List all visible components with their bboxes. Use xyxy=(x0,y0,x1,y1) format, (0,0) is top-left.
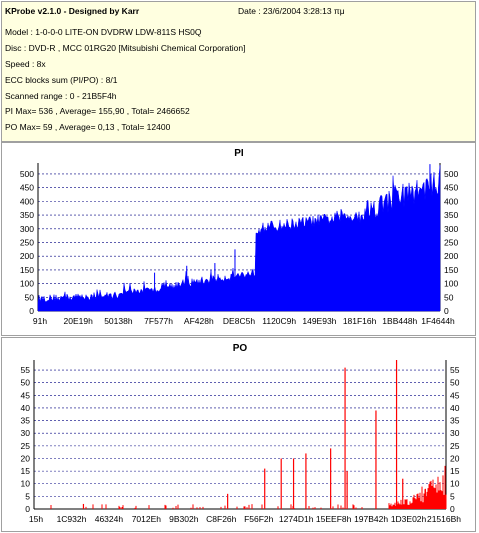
y-tick-label-right: 35 xyxy=(450,416,460,426)
y-tick-label-left: 20 xyxy=(21,453,31,463)
x-tick-label: 7012Eh xyxy=(132,514,162,524)
y-tick-label-right: 250 xyxy=(444,237,458,247)
ecc-line: ECC blocks sum (PI/PO) : 8/1 xyxy=(5,75,118,85)
y-tick-label-right: 25 xyxy=(450,441,460,451)
info-panel: KProbe v2.1.0 - Designed by Karr Date : … xyxy=(1,1,476,142)
y-tick-label-left: 0 xyxy=(29,306,34,316)
y-tick-label-left: 100 xyxy=(20,279,34,289)
x-tick-label: 1F4644h xyxy=(421,316,455,326)
y-tick-label-right: 50 xyxy=(444,292,454,302)
y-tick-label-left: 55 xyxy=(21,365,31,375)
y-tick-label-left: 25 xyxy=(21,441,31,451)
y-tick-label-right: 150 xyxy=(444,265,458,275)
y-tick-label-left: 10 xyxy=(21,479,31,489)
range-line: Scanned range : 0 - 21B5F4h xyxy=(5,91,117,101)
disc-line: Disc : DVD-R , MCC 01RG20 [Mitsubishi Ch… xyxy=(5,43,246,53)
pi-stats-line: PI Max= 536 , Average= 155,90 , Total= 2… xyxy=(5,106,190,116)
x-tick-label: 15h xyxy=(29,514,43,524)
x-tick-label: 1C932h xyxy=(57,514,87,524)
y-tick-label-left: 250 xyxy=(20,237,34,247)
y-tick-label-left: 50 xyxy=(21,378,31,388)
y-tick-label-right: 300 xyxy=(444,224,458,234)
y-tick-label-left: 150 xyxy=(20,265,34,275)
y-tick-label-left: 5 xyxy=(25,491,30,501)
x-tick-label: AF428h xyxy=(184,316,214,326)
pi-chart-title: PI xyxy=(234,148,244,159)
x-tick-label: 91h xyxy=(33,316,47,326)
y-tick-label-right: 30 xyxy=(450,428,460,438)
y-tick-label-right: 0 xyxy=(444,306,449,316)
y-tick-label-left: 35 xyxy=(21,416,31,426)
y-tick-label-left: 200 xyxy=(20,251,34,261)
y-tick-label-right: 400 xyxy=(444,196,458,206)
y-tick-label-right: 0 xyxy=(450,504,455,514)
y-tick-label-left: 30 xyxy=(21,428,31,438)
y-tick-label-right: 15 xyxy=(450,466,460,476)
x-tick-label: 1120C9h xyxy=(262,316,296,326)
y-tick-label-right: 450 xyxy=(444,183,458,193)
y-tick-label-right: 100 xyxy=(444,279,458,289)
y-tick-label-right: 50 xyxy=(450,378,460,388)
y-tick-label-left: 0 xyxy=(25,504,30,514)
x-tick-label: 7F577h xyxy=(144,316,173,326)
y-tick-label-right: 500 xyxy=(444,169,458,179)
pi-chart: PI 0 0 50 50 100 100 150 150 200 200 250 250 300 300 35… xyxy=(20,148,459,326)
x-tick-label: 181F16h xyxy=(343,316,377,326)
x-tick-label: 46324h xyxy=(95,514,124,524)
y-tick-label-right: 350 xyxy=(444,210,458,220)
y-tick-label-left: 45 xyxy=(21,390,31,400)
y-tick-label-left: 350 xyxy=(20,210,34,220)
x-tick-label: 15EEF8h xyxy=(316,514,352,524)
y-tick-label-right: 200 xyxy=(444,251,458,261)
x-tick-label: F56F2h xyxy=(244,514,274,524)
y-tick-label-right: 45 xyxy=(450,390,460,400)
pi-area-series xyxy=(37,165,441,312)
app-title: KProbe v2.1.0 - Designed by Karr xyxy=(5,6,140,16)
x-tick-label: 197B42h xyxy=(354,514,388,524)
y-tick-label-left: 40 xyxy=(21,403,31,413)
x-tick-label: 1274D1h xyxy=(279,514,314,524)
y-tick-label-right: 20 xyxy=(450,453,460,463)
y-tick-label-right: 10 xyxy=(450,479,460,489)
x-tick-label: DE8C5h xyxy=(223,316,255,326)
x-tick-label: 149E93h xyxy=(302,316,336,326)
speed-line: Speed : 8x xyxy=(5,59,46,69)
pi-chart-panel: PI 0 0 50 50 100 100 150 150 200 200 250 250 300 300 35… xyxy=(1,142,476,336)
po-chart-panel: PO 0 0 5 5 10 10 15 15 20 20 25 25 30 30 35 35 40 40 45 45 50… xyxy=(1,337,476,532)
y-tick-label-right: 5 xyxy=(450,491,455,501)
y-tick-label-left: 50 xyxy=(25,292,35,302)
y-tick-label-left: 400 xyxy=(20,196,34,206)
x-tick-label: 9B302h xyxy=(169,514,199,524)
y-tick-label-left: 300 xyxy=(20,224,34,234)
x-tick-label: 21516Bh xyxy=(427,514,461,524)
po-stats-line: PO Max= 59 , Average= 0,13 , Total= 1240… xyxy=(5,122,171,132)
y-tick-label-left: 15 xyxy=(21,466,31,476)
y-tick-label-left: 450 xyxy=(20,183,34,193)
x-tick-label: C8F26h xyxy=(206,514,237,524)
model-line: Model : 1-0-0-0 LITE-ON DVDRW LDW-811S H… xyxy=(5,27,202,37)
y-tick-label-right: 55 xyxy=(450,365,460,375)
x-tick-label: 50138h xyxy=(104,316,133,326)
x-tick-label: 1BB448h xyxy=(382,316,417,326)
x-tick-label: 1D3E02h xyxy=(391,514,427,524)
y-tick-label-right: 40 xyxy=(450,403,460,413)
y-tick-label-left: 500 xyxy=(20,169,34,179)
x-tick-label: 20E19h xyxy=(64,316,94,326)
scan-date: Date : 23/6/2004 3:28:13 πμ xyxy=(238,6,345,16)
po-chart-title: PO xyxy=(233,343,248,354)
